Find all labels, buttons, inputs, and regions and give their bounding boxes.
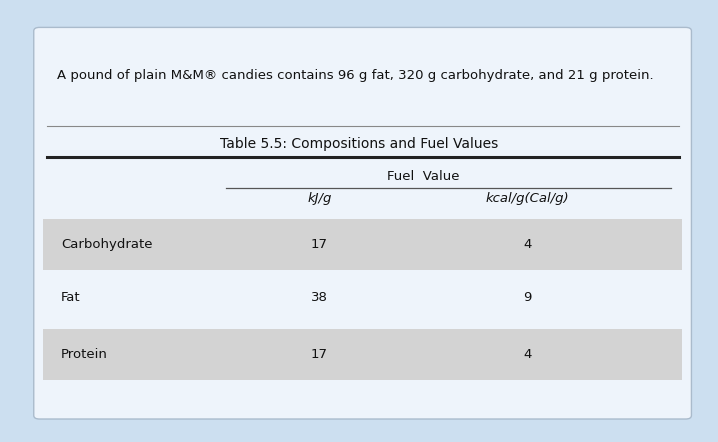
Text: kcal/g(Cal/g): kcal/g(Cal/g) xyxy=(486,192,569,205)
Bar xyxy=(43,219,682,270)
Text: 17: 17 xyxy=(311,238,328,251)
Text: kJ/g: kJ/g xyxy=(307,192,332,205)
Text: Protein: Protein xyxy=(61,348,108,361)
Text: Fat: Fat xyxy=(61,291,80,304)
Bar xyxy=(43,329,682,380)
FancyBboxPatch shape xyxy=(34,27,691,419)
Text: Table 5.5: Compositions and Fuel Values: Table 5.5: Compositions and Fuel Values xyxy=(220,137,498,151)
Text: 4: 4 xyxy=(523,348,532,361)
Bar xyxy=(43,272,682,323)
Text: 38: 38 xyxy=(311,291,328,304)
Text: 9: 9 xyxy=(523,291,532,304)
Text: Fuel  Value: Fuel Value xyxy=(388,170,460,183)
Text: 4: 4 xyxy=(523,238,532,251)
Text: 17: 17 xyxy=(311,348,328,361)
Text: A pound of plain M&M® candies contains 96 g fat, 320 g carbohydrate, and 21 g pr: A pound of plain M&M® candies contains 9… xyxy=(57,69,654,81)
Text: Carbohydrate: Carbohydrate xyxy=(61,238,152,251)
